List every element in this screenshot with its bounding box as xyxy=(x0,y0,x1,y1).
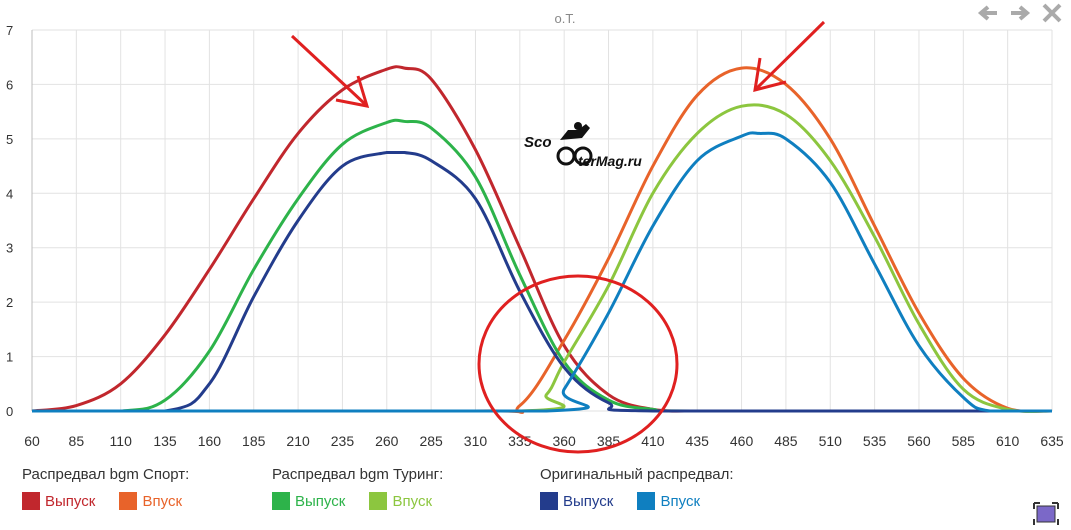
x-tick-label: 410 xyxy=(641,433,665,449)
chart-title: о.Т. xyxy=(555,11,576,26)
legend-label: Выпуск xyxy=(45,492,96,510)
x-tick-label: 635 xyxy=(1040,433,1064,449)
annotation-arrow-right xyxy=(753,20,826,93)
x-tick-label: 135 xyxy=(153,433,177,449)
legend-label: Впуск xyxy=(392,492,433,510)
arrow-right-icon[interactable] xyxy=(1007,2,1033,24)
x-tick-label: 210 xyxy=(286,433,310,449)
y-tick-label: 7 xyxy=(6,23,13,38)
x-tick-label: 235 xyxy=(331,433,355,449)
legend-label: Выпуск xyxy=(563,492,614,510)
y-tick-label: 3 xyxy=(6,241,13,256)
y-tick-label: 2 xyxy=(6,295,13,310)
x-tick-label: 60 xyxy=(24,433,40,449)
legend-group-title: Распредвал bgm Спорт: xyxy=(22,466,190,483)
legend-label: Выпуск xyxy=(295,492,346,510)
legend-group-touring: Распредвал bgm Туринг: Выпуск Впуск xyxy=(272,466,452,514)
x-tick-label: 535 xyxy=(863,433,887,449)
legend-swatch xyxy=(119,492,138,510)
legend-item: Выпуск xyxy=(22,492,95,510)
close-icon[interactable] xyxy=(1039,2,1065,24)
x-tick-label: 585 xyxy=(952,433,976,449)
series-line xyxy=(31,65,1052,413)
x-tick-label: 460 xyxy=(730,433,754,449)
arrow-left-icon[interactable] xyxy=(975,2,1001,24)
y-tick-label: 4 xyxy=(6,186,13,201)
legend-item: Выпуск xyxy=(272,492,345,510)
legend-group-sport: Распредвал bgm Спорт: Выпуск Впуск xyxy=(22,466,202,514)
legend-label: Впуск xyxy=(142,492,183,510)
series-line xyxy=(31,118,1052,413)
x-tick-label: 360 xyxy=(552,433,576,449)
logo-text-right: terMag.ru xyxy=(578,153,642,169)
legend-label: Впуск xyxy=(660,492,701,510)
legend-swatch xyxy=(22,492,40,510)
legend: Распредвал bgm Спорт: Выпуск Впуск Распр… xyxy=(0,466,1071,526)
legend-group-title: Оригинальный распредвал: xyxy=(540,466,734,483)
x-tick-label: 560 xyxy=(907,433,931,449)
x-tick-label: 260 xyxy=(375,433,399,449)
legend-swatch xyxy=(637,492,656,510)
series-line xyxy=(31,66,1053,414)
x-tick-label: 610 xyxy=(996,433,1020,449)
x-tick-label: 160 xyxy=(198,433,222,449)
scootermag-logo: Sco terMag.ru xyxy=(524,122,642,169)
series-line xyxy=(31,131,1052,413)
annotation-circle xyxy=(477,274,679,454)
legend-group-original: Оригинальный распредвал: Выпуск Впуск xyxy=(540,466,734,514)
x-tick-label: 185 xyxy=(242,433,266,449)
legend-group-title: Распредвал bgm Туринг: xyxy=(272,466,444,483)
legend-item: Впуск xyxy=(119,492,182,510)
x-tick-label: 335 xyxy=(508,433,532,449)
grid xyxy=(31,29,1053,412)
series-lines xyxy=(31,65,1053,414)
nav-controls xyxy=(975,0,1065,26)
cam-lift-chart: 0 1 2 3 4 5 6 7 60 85 110 135 160 185 210 235 260 285 310… xyxy=(6,11,1064,454)
export-icon[interactable] xyxy=(1031,500,1061,526)
x-axis-ticks: 60 85 110 135 160 185 210 235 260 285 310 335 360 385… xyxy=(24,433,1064,449)
x-tick-label: 510 xyxy=(819,433,843,449)
series-line xyxy=(31,103,1053,413)
x-tick-label: 485 xyxy=(774,433,798,449)
y-axis-ticks: 0 1 2 3 4 5 6 7 xyxy=(6,23,13,419)
legend-item: Впуск xyxy=(369,492,432,510)
series-line xyxy=(31,150,1052,413)
legend-swatch xyxy=(540,492,558,510)
legend-swatch xyxy=(272,492,290,510)
scooter-rider-icon xyxy=(556,122,593,166)
y-tick-label: 5 xyxy=(6,132,13,147)
y-tick-label: 1 xyxy=(6,350,13,365)
legend-item: Впуск xyxy=(637,492,700,510)
y-tick-label: 6 xyxy=(6,77,13,92)
annotation-arrow-left xyxy=(290,34,370,108)
legend-item: Выпуск xyxy=(540,492,613,510)
logo-text-left: Sco xyxy=(524,134,552,151)
legend-swatch xyxy=(369,492,388,510)
x-tick-label: 85 xyxy=(69,433,85,449)
x-tick-label: 435 xyxy=(686,433,710,449)
y-tick-label: 0 xyxy=(6,404,13,419)
x-tick-label: 110 xyxy=(110,433,133,449)
x-tick-label: 310 xyxy=(464,433,488,449)
x-tick-label: 285 xyxy=(419,433,443,449)
